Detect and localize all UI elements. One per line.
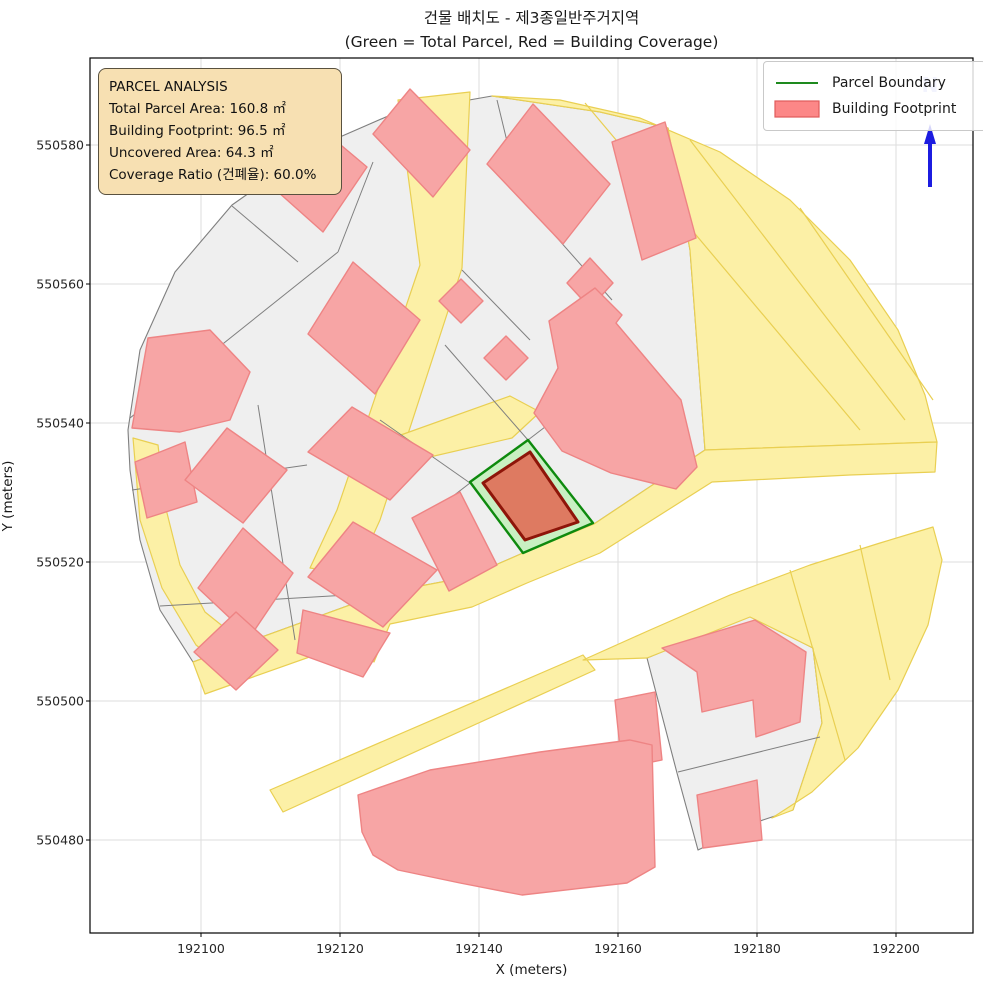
x-axis-label: X (meters) [495,962,568,978]
buildings [296,609,391,678]
total-parcel-area: Total Parcel Area: 160.8 ㎡ [109,101,286,117]
parcel-lines-segment [677,736,821,773]
roads [582,526,943,819]
chart-title-block: 건물 배치도 - 제3종일반주거지역 (Green = Total Parcel… [90,6,973,54]
legend: Parcel Boundary Building Footprint [763,61,983,131]
buildings [307,521,438,628]
north-arrow-head [924,124,936,144]
plot-area: N [86,57,974,937]
chart-subtitle: (Green = Total Parcel, Red = Building Co… [344,33,719,51]
buildings [483,335,529,381]
y-tick-label: 550500 [36,693,84,709]
buildings [486,103,611,245]
y-tick-label: 550560 [36,276,84,292]
road-lines-segment [789,569,846,761]
x-tick-label: 192200 [872,941,920,956]
x-tick-label: 192120 [316,941,364,956]
parcel-lines-segment [337,161,374,253]
x-tick-label: 192100 [177,941,225,956]
map-canvas: N [86,57,974,937]
y-tick-label: 550480 [36,832,84,848]
coverage-ratio: Coverage Ratio (건폐율): 60.0% [109,167,317,183]
parcel-lines-segment [444,344,529,441]
buildings [184,427,288,524]
buildings [193,611,279,691]
buildings [438,278,484,324]
parcel-lines-segment [257,404,296,641]
buildings [131,329,251,433]
parcel-lines-segment [231,205,299,263]
building-footprint-patch-swatch [774,100,820,118]
buildings [307,406,434,501]
buildings [134,441,198,519]
x-tick-label: 192180 [733,941,781,956]
buildings [696,779,763,849]
chart-title: 건물 배치도 - 제3종일반주거지역 [423,9,640,27]
buildings [533,287,698,490]
roads [269,654,596,813]
buildings [411,491,498,592]
highlight-building [481,450,580,542]
y-axis-label: Y (meters) [0,460,16,532]
parcel-boundary-line-swatch [776,82,818,84]
parcel-analysis-heading: PARCEL ANALYSIS [109,79,228,95]
y-tick-label: 550520 [36,554,84,570]
buildings [661,619,807,738]
road-lines-segment [689,139,906,421]
legend-row-parcel-boundary: Parcel Boundary [774,70,975,96]
buildings [357,739,656,896]
x-tick-label: 192160 [594,941,642,956]
parcel-lines-segment [461,269,531,341]
legend-label-building-footprint: Building Footprint [832,101,957,117]
buildings [611,121,697,261]
road-lines-segment [799,207,934,401]
buildings [307,261,421,395]
y-tick-label: 550540 [36,415,84,431]
uncovered-area: Uncovered Area: 64.3 ㎡ [109,145,274,161]
x-tick-label: 192140 [455,941,503,956]
building-footprint: Building Footprint: 96.5 ㎡ [109,123,286,139]
axes-spines [89,57,974,934]
parcel-analysis-box: PARCEL ANALYSIS Total Parcel Area: 160.8… [98,68,342,195]
legend-row-building-footprint: Building Footprint [774,96,975,122]
buildings [372,88,471,198]
road-lines-segment [859,544,891,681]
legend-label-parcel-boundary: Parcel Boundary [832,75,946,91]
y-tick-label: 550580 [36,137,84,153]
